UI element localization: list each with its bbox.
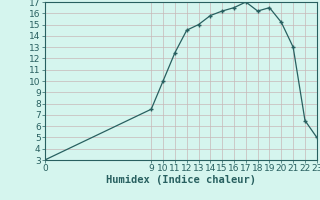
X-axis label: Humidex (Indice chaleur): Humidex (Indice chaleur) xyxy=(106,175,256,185)
